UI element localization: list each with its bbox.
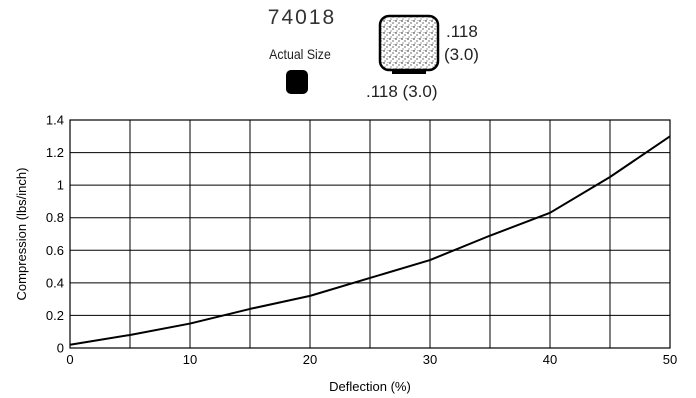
y-tick-label: 0.2 (46, 308, 64, 323)
x-tick-label: 50 (663, 352, 677, 367)
x-tick-label: 0 (66, 352, 73, 367)
x-tick-label: 40 (543, 352, 557, 367)
y-tick-label: 0.4 (46, 275, 64, 290)
y-tick-label: 1 (57, 178, 64, 193)
gasket-profile-graphic (378, 14, 440, 74)
x-axis-title: Deflection (%) (329, 379, 411, 394)
y-tick-label: 1.4 (46, 113, 64, 128)
dimension-height: .118 (446, 22, 478, 41)
y-tick-label: 0 (57, 341, 64, 356)
plot-frame (69, 119, 671, 349)
y-tick-label: 0.6 (46, 243, 64, 258)
actual-size-swatch (286, 70, 308, 94)
actual-size-label: Actual Size (269, 46, 331, 62)
x-tick-label: 20 (303, 352, 317, 367)
y-tick-label: 1.2 (46, 145, 64, 160)
dimension-width: .118 (3.0) (366, 82, 438, 101)
y-tick-label: 0.8 (46, 210, 64, 225)
x-tick-label: 30 (423, 352, 437, 367)
y-axis-title: Compression (lbs/inch) (14, 168, 29, 301)
part-number: 74018 (267, 6, 337, 29)
x-tick-label: 10 (183, 352, 197, 367)
compression-curve (69, 135, 671, 346)
dimension-height-mm: (3.0) (444, 45, 479, 64)
